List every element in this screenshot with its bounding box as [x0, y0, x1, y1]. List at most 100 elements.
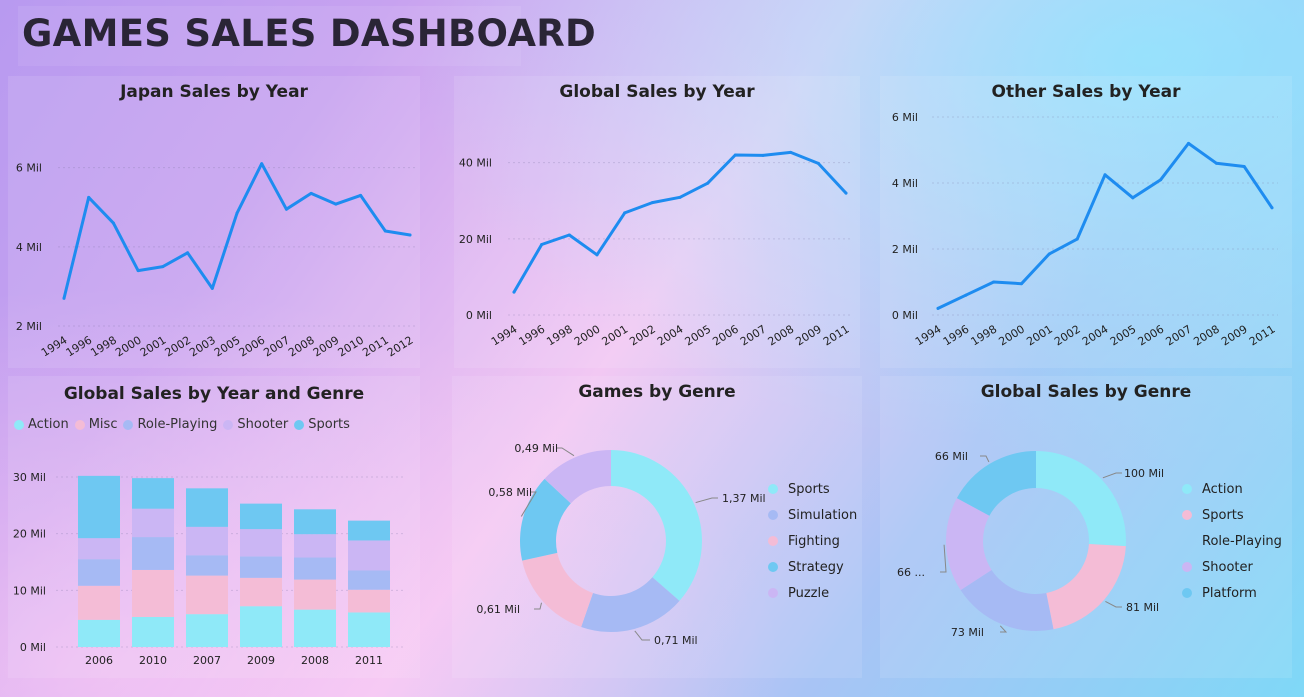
- legend-label: Sports: [788, 481, 830, 497]
- global-genre-legend: Action Sports Role-Playing Shooter Platform: [1182, 476, 1282, 606]
- data-point: [1131, 196, 1135, 200]
- donut-slice-shooter: [946, 498, 992, 591]
- legend-item[interactable]: Strategy: [768, 554, 857, 580]
- y-tick-label: 2 Mil: [16, 320, 42, 333]
- x-tick-label: 1994: [489, 323, 520, 349]
- x-tick-label: 2002: [1052, 323, 1083, 349]
- leader-line: [534, 602, 542, 610]
- legend-item[interactable]: Role-Playing: [1182, 528, 1282, 554]
- x-tick-label: 2007: [193, 654, 221, 667]
- legend-label: Misc: [88, 417, 118, 432]
- legend-swatch: [768, 510, 778, 520]
- legend-item[interactable]: Role-Playing: [123, 417, 217, 432]
- bar-segment-misc: [78, 585, 120, 620]
- leader-line: [520, 491, 537, 517]
- legend-item[interactable]: Sports: [294, 417, 350, 432]
- legend-item[interactable]: Action: [14, 417, 69, 432]
- legend-label: Platform: [1202, 585, 1257, 601]
- data-label: 81 Mil: [1126, 601, 1159, 614]
- x-tick-label: 2011: [355, 654, 383, 667]
- bar-segment-shooter: [348, 540, 390, 571]
- global-genre-panel: Global Sales by Genre 100 Mil 81 Mil 73 Mi…: [880, 376, 1292, 678]
- data-label: 100 Mil: [1124, 467, 1164, 480]
- data-point: [359, 193, 363, 197]
- x-tick-label: 2001: [600, 323, 631, 349]
- donut-slice-action: [1036, 451, 1126, 547]
- data-point: [1159, 178, 1163, 182]
- legend-item[interactable]: Puzzle: [768, 580, 857, 606]
- data-point: [992, 280, 996, 284]
- bar-segment-role-playing: [348, 570, 390, 590]
- legend-item[interactable]: Sports: [768, 476, 857, 502]
- data-point: [567, 233, 571, 237]
- x-tick-label: 2000: [996, 323, 1027, 349]
- games-genre-legend: Sports Simulation Fighting Strategy Puzzle: [768, 476, 857, 606]
- data-point: [540, 243, 544, 247]
- bar-segment-sports: [132, 478, 174, 509]
- y-tick-label: 0 Mil: [20, 641, 46, 654]
- y-tick-label: 4 Mil: [16, 241, 42, 254]
- data-point: [1075, 237, 1079, 241]
- legend-label: Action: [1202, 481, 1243, 497]
- legend-item[interactable]: Shooter: [223, 417, 288, 432]
- global-genre-donut: 100 Mil 81 Mil 73 Mil 66 ... 66 Mil: [897, 450, 1164, 639]
- chart-title: Other Sales by Year: [991, 82, 1181, 102]
- legend-label: Sports: [1202, 507, 1244, 523]
- legend-swatch: [1182, 588, 1192, 598]
- x-tick-label: 2005: [683, 323, 714, 349]
- legend-item[interactable]: Platform: [1182, 580, 1282, 606]
- data-point: [235, 211, 239, 215]
- donut-slice-sports: [611, 450, 702, 601]
- data-point: [623, 211, 627, 215]
- data-point: [383, 229, 387, 233]
- data-point: [1020, 282, 1023, 286]
- legend-item[interactable]: Shooter: [1182, 554, 1282, 580]
- legend-swatch: [1182, 484, 1192, 494]
- legend-label: Shooter: [237, 417, 289, 432]
- data-point: [87, 195, 91, 199]
- data-label: 0,58 Mil: [488, 486, 532, 499]
- data-point: [1270, 206, 1274, 210]
- data-point: [816, 161, 820, 165]
- chart-title: Games by Genre: [578, 382, 736, 402]
- x-tick-label: 2009: [247, 654, 275, 667]
- bar-segment-role-playing: [132, 537, 174, 570]
- bar-segment-shooter: [294, 534, 336, 558]
- x-tick-label: 2004: [655, 323, 686, 349]
- bar-segment-misc: [348, 589, 390, 613]
- data-point: [62, 296, 66, 300]
- legend-item[interactable]: Misc: [74, 417, 118, 432]
- x-tick-label: 1998: [544, 323, 575, 349]
- legend-item[interactable]: Fighting: [768, 528, 857, 554]
- data-label: 66 Mil: [935, 450, 968, 463]
- leader-line: [556, 447, 575, 457]
- x-tick-label: 2010: [139, 654, 167, 667]
- data-point: [936, 306, 940, 310]
- x-tick-label: 2006: [1136, 323, 1167, 349]
- page-title: GAMES SALES DASHBOARD: [22, 12, 597, 55]
- data-point: [161, 265, 165, 269]
- leader-line: [634, 630, 650, 641]
- bar-segment-misc: [240, 577, 282, 607]
- data-point: [210, 286, 214, 290]
- legend-item[interactable]: Sports: [1182, 502, 1282, 528]
- title-box: [18, 6, 521, 66]
- data-point: [334, 202, 338, 206]
- chart-title: Global Sales by Genre: [980, 382, 1192, 402]
- x-tick-label: 2001: [1024, 323, 1055, 349]
- legend-item[interactable]: Action: [1182, 476, 1282, 502]
- leader-line: [1102, 472, 1122, 479]
- x-tick-label: 1996: [941, 323, 972, 349]
- y-tick-label: 10 Mil: [13, 584, 46, 597]
- y-tick-label: 0 Mil: [892, 309, 918, 322]
- legend-item[interactable]: Simulation: [768, 502, 857, 528]
- bar-segment-shooter: [132, 508, 174, 538]
- data-point: [512, 290, 516, 294]
- data-point: [761, 153, 765, 157]
- x-tick-label: 2007: [738, 323, 769, 349]
- bar-segment-sports: [240, 503, 282, 530]
- leader-line: [695, 497, 718, 504]
- donut-slice-strategy: [520, 478, 571, 561]
- data-point: [136, 269, 140, 273]
- bar-segment-action: [294, 609, 336, 647]
